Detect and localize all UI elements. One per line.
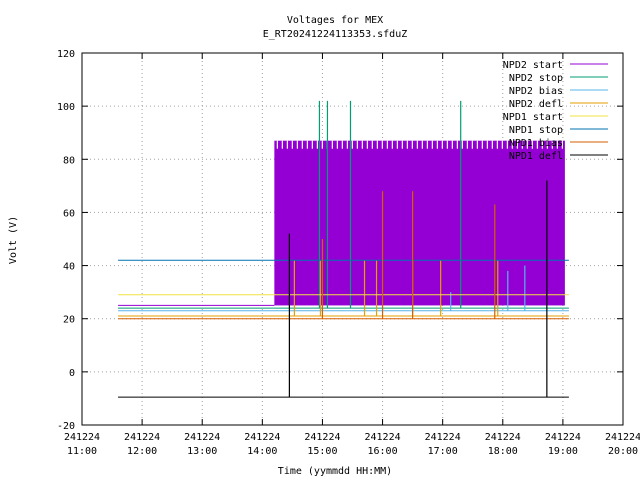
x-tick-time: 11:00	[67, 446, 97, 457]
plot-area	[118, 100, 569, 398]
x-tick-time: 19:00	[548, 446, 578, 457]
y-tick-label: 60	[63, 208, 75, 219]
x-tick-date: 241224	[124, 432, 160, 443]
legend-label: NPD1 stop	[509, 125, 563, 136]
legend-label: NPD1 defl	[509, 151, 563, 162]
legend-label: NPD1 start	[503, 112, 563, 123]
x-axis-label: Time (yymmdd HH:MM)	[278, 466, 392, 477]
x-tick-date: 241224	[184, 432, 220, 443]
legend-label: NPD2 start	[503, 60, 563, 71]
legend-label: NPD2 defl	[509, 99, 563, 110]
x-tick-time: 12:00	[127, 446, 157, 457]
x-tick-date: 241224	[304, 432, 340, 443]
x-tick-time: 18:00	[488, 446, 518, 457]
x-tick-date: 241224	[605, 432, 640, 443]
legend: NPD2 start NPD2 stop NPD2 bias NPD2 defl NPD…	[503, 60, 608, 162]
x-tick-date: 241224	[364, 432, 400, 443]
series-band-npd2-start	[274, 140, 565, 306]
y-tick-label: 20	[63, 315, 75, 326]
x-tick-time: 13:00	[187, 446, 217, 457]
y-tick-label: 100	[57, 102, 75, 113]
chart-subtitle: E_RT20241224113353.sfduZ	[263, 29, 408, 40]
x-tick-date: 241224	[545, 432, 581, 443]
y-tick-label: 120	[57, 49, 75, 60]
y-tick-label: 40	[63, 262, 75, 273]
x-axis-ticks: 241224 11:00 241224 12:00 241224 13:00 241224 1…	[64, 53, 640, 457]
y-axis-ticks: -20 0 20 40 60 80 100 120	[57, 49, 623, 432]
legend-label: NPD2 bias	[509, 86, 563, 97]
x-tick-time: 20:00	[608, 446, 638, 457]
legend-label: NPD1 bias	[509, 138, 563, 149]
x-tick-time: 15:00	[307, 446, 337, 457]
legend-label: NPD2 stop	[509, 73, 563, 84]
y-axis-label: Volt (V)	[8, 216, 19, 264]
x-tick-time: 14:00	[247, 446, 277, 457]
y-tick-label: -20	[57, 421, 75, 432]
y-tick-label: 80	[63, 155, 75, 166]
x-tick-date: 241224	[485, 432, 521, 443]
x-tick-time: 16:00	[368, 446, 398, 457]
plot-frame	[81, 52, 624, 426]
x-tick-time: 17:00	[428, 446, 458, 457]
y-tick-label: 0	[69, 368, 75, 379]
x-tick-date: 241224	[64, 432, 100, 443]
x-tick-date: 241224	[244, 432, 280, 443]
x-tick-date: 241224	[425, 432, 461, 443]
chart-title: Voltages for MEX	[287, 15, 383, 26]
